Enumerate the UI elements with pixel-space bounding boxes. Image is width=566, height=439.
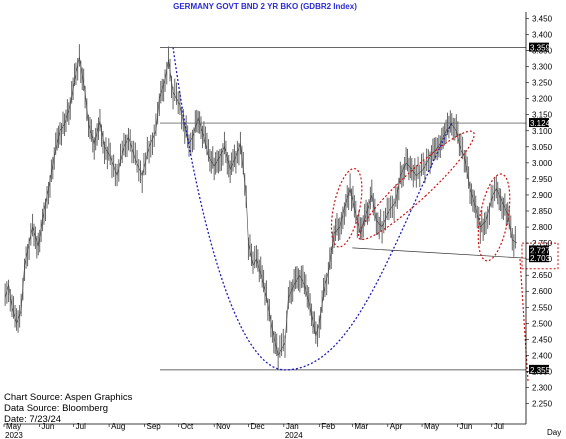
y-tick-label: 3.250 (532, 79, 553, 88)
value-box-label: 3.124 (530, 119, 551, 128)
y-tick-label: 2.400 (532, 351, 553, 360)
source-notes: Chart Source: Aspen Graphics Data Source… (4, 392, 133, 425)
support-line (352, 247, 527, 259)
x-month-label: Jun (459, 422, 472, 431)
x-month-label: Mar (354, 422, 368, 431)
source-note-data: Data Source: Bloomberg (4, 403, 108, 414)
y-tick-label: 2.600 (532, 287, 553, 296)
y-tick-label: 3.200 (532, 95, 553, 104)
value-box-label: 3.359 (530, 44, 551, 53)
y-tick-label: 2.900 (532, 191, 553, 200)
y-tick-label: 3.000 (532, 159, 553, 168)
x-month-label: May (424, 422, 439, 431)
red-box (521, 242, 559, 270)
y-tick-label: 2.300 (532, 384, 553, 393)
y-tick-label: 3.450 (532, 14, 553, 23)
value-box (529, 253, 549, 263)
y-tick-label: 2.250 (532, 400, 553, 409)
y-tick-label: 2.450 (532, 335, 553, 344)
y-tick-label: 3.150 (532, 111, 553, 120)
x-month-label: Jul (76, 422, 86, 431)
red-oval-1 (357, 130, 475, 241)
value-box (529, 364, 549, 374)
y-axis: 2.2502.3002.3502.4002.4502.5002.5502.600… (525, 12, 553, 424)
x-axis: May Jun Jul Aug Sep Oct Nov Dec Jan Feb Mar Apr May J… (3, 422, 526, 439)
x-month-label: Oct (181, 422, 194, 431)
price-line (4, 56, 518, 357)
x-month-label: Jan (286, 422, 299, 431)
y-tick-label: 2.750 (532, 239, 553, 248)
x-month-label: Nov (216, 422, 230, 431)
x-month-label: Feb (321, 422, 335, 431)
y-tick-label: 3.300 (532, 63, 553, 72)
x-year-label: 2024 (285, 431, 303, 439)
y-tick-label: 3.400 (532, 30, 553, 39)
x-month-label: Jul (494, 422, 504, 431)
value-box (529, 42, 549, 52)
y-tick-label: 3.050 (532, 143, 553, 152)
x-month-label: May (6, 422, 21, 431)
value-box (529, 118, 549, 128)
x-month-label: Aug (111, 422, 125, 431)
plot-area (4, 44, 559, 382)
x-year-label: 2023 (5, 431, 23, 439)
x-month-label: Sep (146, 422, 161, 431)
y-tick-label: 2.850 (532, 207, 553, 216)
y-tick-label: 2.800 (532, 223, 553, 232)
red-oval-2 (477, 173, 511, 262)
x-month-label: Apr (390, 422, 403, 431)
source-note-date: Date: 7/23/24 (4, 414, 61, 425)
chart-title: GERMANY GOVT BND 2 YR BKO (GDBR2 Index) (173, 2, 357, 11)
y-tick-label: 2.500 (532, 319, 553, 328)
y-tick-label: 2.550 (532, 303, 553, 312)
value-box-label: 2.727 (530, 246, 551, 255)
value-box-label: 2.703 (530, 254, 551, 263)
value-box-label: 2.355 (530, 366, 551, 375)
y-tick-label: 2.650 (532, 271, 553, 280)
source-note-chart: Chart Source: Aspen Graphics (4, 392, 133, 403)
y-tick-label: 2.950 (532, 175, 553, 184)
y-tick-label: 3.100 (532, 127, 553, 136)
x-month-label: Jun (41, 422, 54, 431)
x-axis-unit-label: Day (547, 428, 561, 437)
red-projection (519, 259, 529, 382)
x-month-label: Dec (250, 422, 264, 431)
blue-arc (172, 47, 453, 371)
red-oval-0 (330, 167, 363, 248)
value-box (529, 245, 549, 255)
